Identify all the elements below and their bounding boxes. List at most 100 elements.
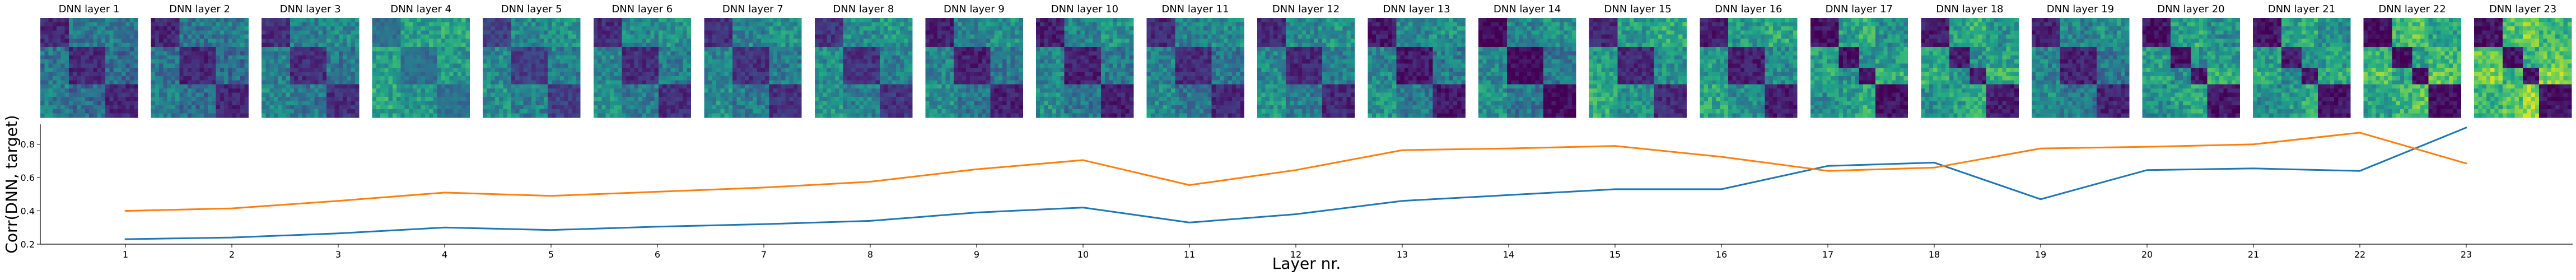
x-tick-label: 6 xyxy=(655,249,660,260)
heatmap-title: DNN layer 7 xyxy=(722,3,783,15)
line-series-group xyxy=(124,127,2467,240)
heatmap-cells xyxy=(1921,18,2019,118)
y-tick-label: 0.4 xyxy=(21,206,35,217)
x-tick-label: 5 xyxy=(548,249,554,260)
heatmap-cells xyxy=(483,18,581,118)
heatmap-title: DNN layer 13 xyxy=(1383,3,1450,15)
heatmap-cells xyxy=(40,18,138,118)
x-tick-label: 3 xyxy=(335,249,341,260)
heatmap-cells xyxy=(2253,18,2351,118)
heatmap-panel: DNN layer 13 xyxy=(1368,3,1466,118)
heatmap-title: DNN layer 1 xyxy=(59,3,120,15)
heatmap-cells xyxy=(2142,18,2240,118)
x-tick-label: 19 xyxy=(2035,249,2046,260)
heatmap-title: DNN layer 12 xyxy=(1272,3,1340,15)
heatmap-panel: DNN layer 21 xyxy=(2253,3,2351,118)
heatmap-title: DNN layer 14 xyxy=(1494,3,1561,15)
heatmap-cells xyxy=(1478,18,1576,118)
heatmap-panel: DNN layer 22 xyxy=(2363,3,2461,118)
heatmap-title: DNN layer 9 xyxy=(944,3,1005,15)
heatmap-panel: DNN layer 15 xyxy=(1589,3,1687,118)
x-tick-label: 9 xyxy=(974,249,979,260)
heatmap-cells xyxy=(704,18,802,118)
x-tick-label: 14 xyxy=(1503,249,1514,260)
line-axes: 1 2 3 4 5 6 7 8 9 10 11 12 13 14 15 16 17 18 19 20 21 22 230.2… xyxy=(21,124,2573,260)
heatmap-panel: DNN layer 23 xyxy=(2474,3,2572,118)
line-chart: 1 2 3 4 5 6 7 8 9 10 11 12 13 14 15 16 17 18 19 20 21 22 230.2… xyxy=(2,115,2573,273)
heatmap-cells xyxy=(2474,18,2572,118)
x-tick-label: 17 xyxy=(1822,249,1833,260)
x-tick-label: 18 xyxy=(1929,249,1940,260)
heatmap-cells xyxy=(2031,18,2130,118)
heatmap-title: DNN layer 22 xyxy=(2378,3,2446,15)
heatmap-cells xyxy=(814,18,913,118)
heatmap-cells xyxy=(1700,18,1798,118)
x-tick-label: 4 xyxy=(442,249,447,260)
x-tick-label: 21 xyxy=(2248,249,2259,260)
heatmap-cells xyxy=(1035,18,1134,118)
heatmap-title: DNN layer 3 xyxy=(280,3,341,15)
x-tick-label: 1 xyxy=(123,249,128,260)
heatmap-cells xyxy=(262,18,360,118)
series-line-2 xyxy=(124,132,2467,212)
x-tick-label: 20 xyxy=(2141,249,2153,260)
heatmap-title: DNN layer 19 xyxy=(2047,3,2114,15)
heatmap-panel: DNN layer 20 xyxy=(2142,3,2240,118)
x-tick-label: 8 xyxy=(867,249,873,260)
heatmap-title: DNN layer 11 xyxy=(1161,3,1229,15)
x-tick-label: 15 xyxy=(1609,249,1621,260)
heatmap-panel: DNN layer 9 xyxy=(925,3,1023,118)
heatmap-title: DNN layer 5 xyxy=(501,3,562,15)
heatmap-title: DNN layer 20 xyxy=(2157,3,2224,15)
y-axis-label: Corr(DNN, target) xyxy=(2,115,21,253)
heatmap-title: DNN layer 16 xyxy=(1715,3,1782,15)
heatmap-title: DNN layer 17 xyxy=(1826,3,1893,15)
heatmap-panels: DNN layer 1 DNN layer 2 DNN layer 3 DNN lay… xyxy=(40,3,2572,118)
series-line-1 xyxy=(124,127,2467,240)
x-tick-label: 2 xyxy=(229,249,235,260)
heatmap-title: DNN layer 18 xyxy=(1936,3,2003,15)
heatmap-title: DNN layer 21 xyxy=(2268,3,2335,15)
x-tick-label: 13 xyxy=(1397,249,1408,260)
heatmap-cells xyxy=(372,18,470,118)
heatmap-cells xyxy=(1257,18,1355,118)
heatmap-cells xyxy=(593,18,692,118)
x-tick-label: 16 xyxy=(1716,249,1727,260)
heatmap-title: DNN layer 10 xyxy=(1051,3,1118,15)
heatmap-cells xyxy=(1589,18,1687,118)
heatmap-title: DNN layer 2 xyxy=(169,3,230,15)
heatmap-panel: DNN layer 16 xyxy=(1700,3,1798,118)
heatmap-panel: DNN layer 6 xyxy=(593,3,692,118)
heatmap-panel: DNN layer 8 xyxy=(814,3,913,118)
heatmap-cells xyxy=(1146,18,1244,118)
heatmap-cells xyxy=(1368,18,1466,118)
x-axis-label: Layer nr. xyxy=(1272,254,1341,273)
heatmap-title: DNN layer 23 xyxy=(2489,3,2556,15)
x-tick-label: 22 xyxy=(2354,249,2365,260)
y-tick-label: 0.6 xyxy=(21,172,35,183)
heatmap-panel: DNN layer 3 xyxy=(262,3,360,118)
heatmap-cells xyxy=(925,18,1023,118)
heatmap-panel: DNN layer 14 xyxy=(1478,3,1576,118)
heatmap-panel: DNN layer 19 xyxy=(2031,3,2130,118)
heatmap-panel: DNN layer 12 xyxy=(1257,3,1355,118)
heatmap-panel: DNN layer 17 xyxy=(1810,3,1908,118)
heatmap-panel: DNN layer 18 xyxy=(1921,3,2019,118)
heatmap-title: DNN layer 6 xyxy=(612,3,673,15)
heatmap-cells xyxy=(2363,18,2461,118)
x-tick-label: 23 xyxy=(2461,249,2472,260)
heatmap-cells xyxy=(151,18,249,118)
heatmap-panel: DNN layer 5 xyxy=(483,3,581,118)
heatmap-panel: DNN layer 7 xyxy=(704,3,802,118)
heatmap-panel: DNN layer 11 xyxy=(1146,3,1244,118)
heatmap-panel: DNN layer 10 xyxy=(1035,3,1134,118)
heatmap-panel: DNN layer 1 xyxy=(40,3,138,118)
heatmap-panel: DNN layer 4 xyxy=(372,3,470,118)
x-tick-label: 11 xyxy=(1184,249,1195,260)
heatmap-title: DNN layer 8 xyxy=(833,3,894,15)
x-tick-label: 12 xyxy=(1290,249,1301,260)
heatmap-cells xyxy=(1810,18,1908,118)
heatmap-panel: DNN layer 2 xyxy=(151,3,249,118)
y-tick-label: 0.8 xyxy=(21,139,35,150)
